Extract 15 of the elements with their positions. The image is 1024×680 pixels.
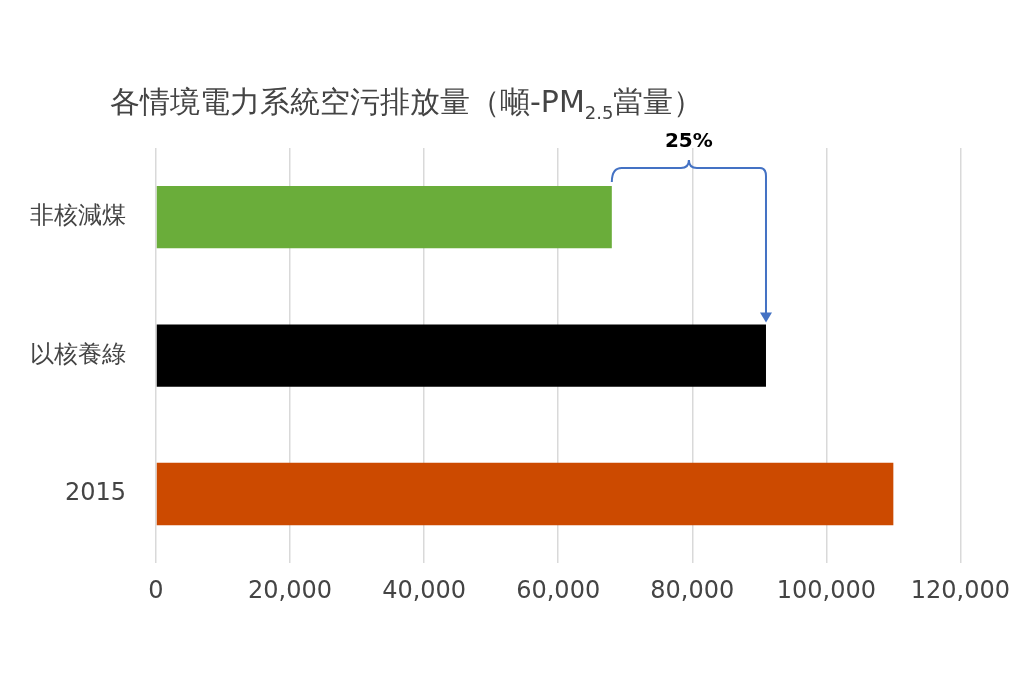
x-tick-label: 0	[148, 575, 164, 604]
x-tick-label: 120,000	[910, 575, 1010, 604]
y-tick-label: 非核減煤	[30, 201, 126, 230]
chart-title: 各情境電力系統空污排放量（噸-PM$_{2.5}$當量）	[110, 83, 704, 123]
x-tick-label: 60,000	[516, 575, 601, 604]
x-tick-label: 100,000	[776, 575, 876, 604]
x-tick-label: 40,000	[382, 575, 467, 604]
y-tick-label: 以核養綠	[30, 339, 126, 368]
bar	[156, 462, 894, 526]
x-tick-label: 80,000	[650, 575, 735, 604]
bar	[156, 186, 612, 249]
y-tick-label: 2015	[64, 478, 126, 507]
bar	[156, 324, 766, 387]
annotation: 25%	[664, 128, 713, 153]
x-tick-label: 20,000	[248, 575, 333, 604]
